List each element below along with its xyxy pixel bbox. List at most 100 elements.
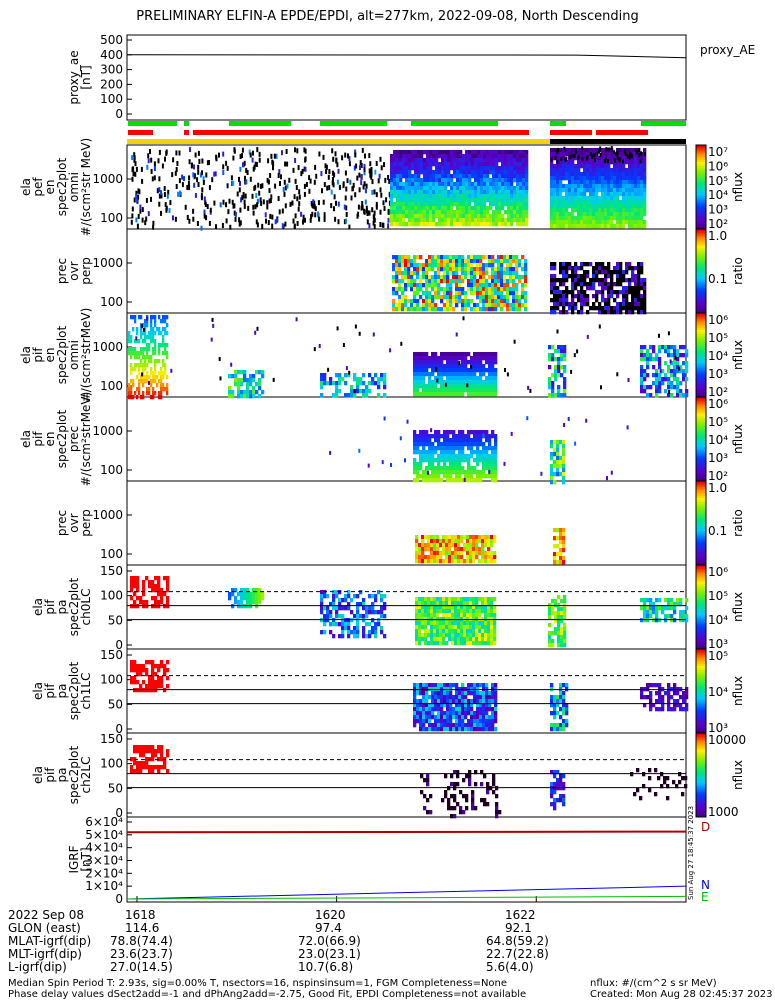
spectro-cell (440, 466, 444, 471)
spectro-cell (492, 194, 496, 199)
spectro-cell (510, 178, 514, 183)
ratio-cell (634, 282, 638, 287)
ratio-cell (481, 559, 485, 564)
pa-cell (154, 588, 158, 593)
spectro-cell (422, 454, 426, 459)
spectro-cell (456, 186, 460, 191)
ylabel-pef_prec_ovr_perp: perp (79, 257, 93, 285)
ytick-label: 2×10⁴ (85, 866, 123, 880)
ratio-cell (497, 263, 501, 268)
spectro-cell (495, 162, 499, 167)
spectro-cell (556, 196, 560, 201)
spectro-cell (639, 159, 642, 164)
spectro-cell (160, 375, 163, 380)
pa-cell (377, 590, 381, 595)
spectro-cell (491, 434, 495, 439)
spectro-cell (441, 166, 445, 171)
spectro-cell (284, 221, 287, 227)
pa-cell (454, 601, 458, 606)
ratio-cell (430, 551, 434, 556)
spectro-cell (483, 162, 487, 167)
spectro-cell (581, 157, 584, 162)
spectro-cell (586, 155, 589, 160)
spectro-cell (390, 178, 394, 183)
spectro-cell (610, 146, 613, 151)
spectro-cell (462, 198, 466, 203)
ylabel-pif_pa_ch1LC: ch1LC (79, 673, 93, 710)
spectro-cell (622, 168, 626, 173)
spectro-cell (583, 196, 587, 201)
ratio-cell (497, 267, 501, 272)
pa-cell (415, 621, 419, 626)
ratio-cell (571, 302, 575, 307)
ratio-cell (643, 298, 647, 303)
pa-cell (457, 597, 461, 602)
ratio-cell (601, 270, 605, 275)
spectro-cell (148, 380, 150, 385)
spectro-cell (390, 182, 394, 187)
spectro-cell (150, 315, 153, 320)
ratio-cell (491, 255, 495, 260)
spectro-cell (142, 367, 145, 372)
spectro-cell (414, 222, 418, 227)
spectro-cell (476, 478, 480, 483)
spectro-cell (622, 204, 626, 209)
spectro-cell (452, 392, 456, 397)
spectro-cell (201, 187, 204, 193)
pa-cell (478, 641, 482, 646)
spectro-cell (616, 180, 620, 185)
spectro-cell (440, 388, 444, 393)
spectro-cell (265, 218, 267, 224)
ratio-cell (485, 263, 489, 268)
ratio-cell (619, 274, 623, 279)
ratio-cell (457, 547, 461, 552)
ratio-cell (574, 282, 578, 287)
ratio-cell (427, 547, 431, 552)
spectro-cell (399, 206, 403, 211)
spectro-cell (337, 168, 340, 174)
spectro-cell (492, 182, 496, 187)
spectro-cell (560, 345, 564, 350)
spectro-cell (580, 172, 584, 177)
spectro-cell (467, 458, 471, 463)
spectro-cell (458, 392, 462, 397)
spectro-cell (643, 156, 647, 161)
spectro-cell (589, 220, 593, 225)
ratio-cell (425, 299, 429, 304)
ratio-cell (512, 299, 516, 304)
spectro-cell (432, 182, 436, 187)
pa-cell (368, 610, 372, 615)
status-bar-green (320, 121, 387, 126)
ratio-cell (407, 271, 411, 276)
spectro-cell (422, 438, 426, 443)
ratio-cell (446, 299, 450, 304)
pa-cell (424, 609, 428, 614)
ylabel-pif_pa_ch1LC: ela (31, 682, 45, 700)
spectro-cell (464, 438, 468, 443)
ratio-cell (550, 306, 554, 311)
spectro-cell (637, 212, 641, 217)
spectro-cell (480, 186, 484, 191)
spectro-cell (550, 176, 554, 181)
ratio-cell (493, 535, 497, 540)
pa-cell (427, 609, 431, 614)
spectro-cell (137, 194, 140, 200)
spectro-cell (553, 196, 557, 201)
spectro-cell (554, 155, 557, 160)
spectro-cell (486, 154, 490, 159)
spectro-cell (556, 216, 560, 221)
spectro-cell (607, 184, 611, 189)
spectro-cell (480, 222, 484, 227)
spectro-cell (140, 363, 143, 368)
spectro-cell (568, 168, 572, 173)
spectro-cell (494, 470, 498, 475)
ratio-cell (631, 274, 635, 279)
pa-cell (249, 596, 253, 601)
spectro-cell (152, 395, 155, 400)
ratio-cell (619, 306, 623, 311)
spectro-cell (402, 202, 406, 207)
spectro-cell (228, 198, 231, 204)
spectro-cell (550, 468, 554, 473)
ratio-cell (445, 539, 449, 544)
spectro-cell (140, 315, 143, 320)
